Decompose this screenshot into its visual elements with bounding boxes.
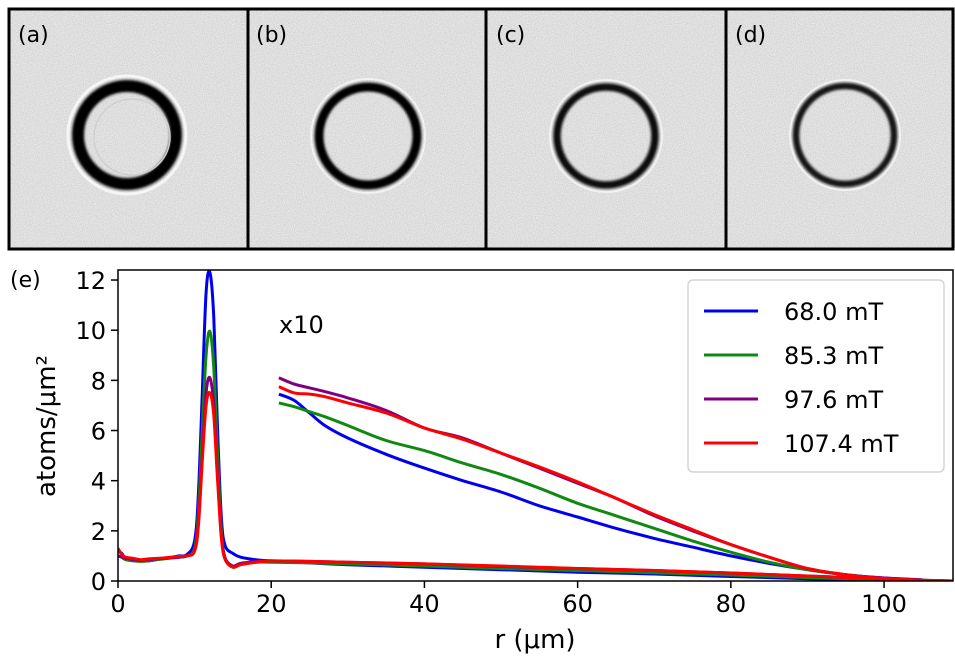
series-line-1-x10 — [278, 401, 923, 581]
x-tick-label-2: 40 — [409, 590, 440, 618]
y-tick-label-2: 4 — [91, 468, 106, 496]
series-line-2-x10 — [278, 376, 923, 581]
series-line-1-profile — [118, 329, 953, 581]
y-tick-label-1: 2 — [91, 518, 106, 546]
image-panels: (a) (b) (c) (d) — [7, 7, 955, 251]
legend-box — [687, 279, 945, 473]
x-tick-label-5: 100 — [861, 590, 907, 618]
panel-label-c: (c) — [496, 23, 525, 48]
series-line-0-profile — [118, 270, 953, 581]
atom-ring-c — [553, 83, 659, 189]
panel-label-d: (d) — [735, 23, 766, 48]
atom-ring-d — [792, 82, 898, 188]
panel-label-b: (b) — [256, 23, 287, 48]
plot-area — [118, 270, 953, 581]
series-layer — [118, 270, 953, 581]
y-tick-label-6: 12 — [75, 267, 106, 295]
y-tick-label-0: 0 — [91, 568, 106, 596]
atom-ring-b — [314, 82, 422, 190]
x-axis-label: r (μm) — [494, 625, 575, 655]
x-tick-label-0: 0 — [110, 590, 125, 618]
axes-layer: 0 20 40 60 80 100 0 2 4 6 8 10 12 — [75, 267, 954, 618]
panel-d: (d) — [727, 10, 955, 248]
panel-c: (c) — [487, 10, 725, 248]
panel-a: (a) — [10, 10, 247, 248]
series-line-3-profile — [118, 390, 953, 581]
series-line-2-profile — [118, 375, 953, 581]
plot-background — [118, 270, 953, 581]
legend-label-2: 97.6 mT — [784, 386, 883, 414]
y-tick-label-4: 8 — [91, 367, 106, 395]
x10-annotation: x10 — [279, 311, 324, 339]
legend-label-3: 107.4 mT — [784, 430, 899, 458]
y-axis-label: atoms/μm² — [32, 355, 62, 497]
atom-ring-a — [72, 80, 182, 190]
x-tick-label-1: 20 — [256, 590, 287, 618]
legend-label-1: 85.3 mT — [784, 342, 883, 370]
plot-frame — [117, 269, 954, 582]
y-tick-label-5: 10 — [75, 317, 106, 345]
panel-label-a: (a) — [18, 23, 49, 48]
panel-b: (b) — [249, 10, 485, 248]
chart-panel-label: (e) — [10, 268, 41, 293]
series-line-3-x10 — [278, 385, 923, 581]
legend: 68.0 mT 85.3 mT 97.6 mT 107.4 mT — [687, 279, 945, 473]
x-tick-label-3: 60 — [562, 590, 593, 618]
legend-label-0: 68.0 mT — [784, 298, 883, 326]
series-line-0-x10 — [278, 392, 923, 581]
x-tick-label-4: 80 — [716, 590, 747, 618]
y-tick-label-3: 6 — [91, 418, 106, 446]
